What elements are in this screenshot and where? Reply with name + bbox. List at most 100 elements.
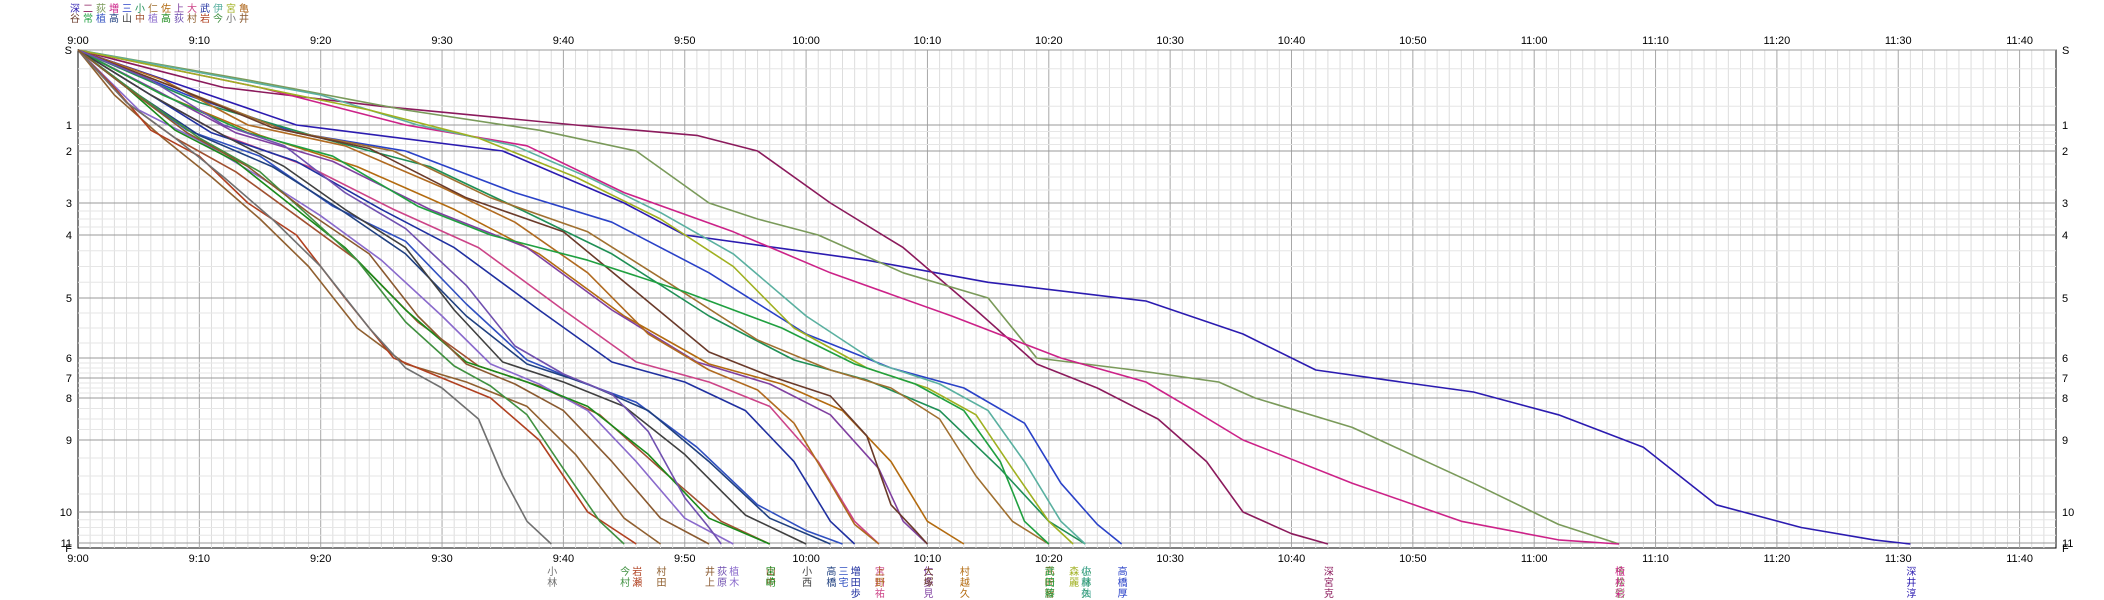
runner-name-top: 仁 <box>148 3 158 15</box>
runner-name-bottom: 彩 <box>1615 588 1625 600</box>
runner-name-bottom: 林 <box>1081 576 1091 589</box>
station-label-left: 3 <box>66 198 72 210</box>
runner-name-bottom: 宅 <box>839 576 849 589</box>
runner-name-bottom: 塚 <box>923 577 933 589</box>
time-tick-bottom: 10:30 <box>1156 553 1184 565</box>
runner-names: 深深井淳二深宮克荻今井信増植松彩三高橋厚小小林久正仁高崎智佐村越久正上仁多見大宮… <box>70 2 1916 600</box>
plot-frame <box>77 49 2057 549</box>
runner-name-bottom: 高 <box>1118 565 1128 578</box>
runner-name-bottom: 植 <box>729 565 739 578</box>
time-tick-top: 11:10 <box>1642 35 1669 47</box>
station-label-left: 11 <box>61 538 72 550</box>
time-tick-top: 10:50 <box>1399 35 1427 47</box>
series-line <box>77 49 1911 545</box>
runner-name-bottom: 井 <box>1906 576 1916 589</box>
runner-name-bottom: 井 <box>1615 576 1625 589</box>
time-tick-top: 10:40 <box>1278 35 1306 47</box>
station-label-right: 3 <box>2062 198 2068 210</box>
runner-name-bottom: 歩 <box>851 587 861 600</box>
runner-name-top: 深 <box>70 3 80 15</box>
runner-name-top: 井 <box>239 12 249 25</box>
time-tick-bottom: 10:00 <box>792 553 820 565</box>
station-label-left: 2 <box>66 146 72 158</box>
time-tick-top: 9:10 <box>189 35 210 47</box>
runner-name-top: 荻 <box>174 13 184 25</box>
series-line <box>77 49 734 545</box>
runner-name-bottom: 厚 <box>1118 588 1128 600</box>
runner-name-top: 岩 <box>200 12 210 25</box>
time-tick-top: 10:20 <box>1035 35 1063 47</box>
runner-name-bottom: 佐 <box>1081 566 1091 578</box>
station-label-right: F <box>2062 543 2069 555</box>
runner-name-bottom: 村 <box>620 576 630 589</box>
station-label-left: F <box>65 543 72 555</box>
runner-name-bottom: 崎 <box>766 576 776 589</box>
runner-name-top: 佐 <box>161 3 171 15</box>
time-tick-top: 9:50 <box>674 35 695 47</box>
runner-name-bottom: 崎 <box>1045 576 1055 589</box>
runner-name-top: 荻 <box>96 3 106 15</box>
runner-name-bottom: 田 <box>1045 578 1055 589</box>
series-line <box>77 49 625 545</box>
time-tick-top: 11:00 <box>1521 35 1548 47</box>
runner-name-top: 植 <box>96 12 106 25</box>
runner-name-bottom: 柚 <box>1081 587 1091 600</box>
runner-name-bottom: 多 <box>923 576 933 589</box>
runner-name-top: 常 <box>83 12 93 25</box>
time-tick-bottom: 11:10 <box>1642 553 1669 565</box>
time-tick-top: 9:30 <box>431 35 452 47</box>
runner-name-bottom: 深 <box>1906 566 1916 578</box>
time-tick-top: 10:10 <box>914 35 942 47</box>
runner-name-bottom: 今 <box>620 565 630 578</box>
series-line <box>77 49 710 545</box>
time-tick-bottom: 11:00 <box>1521 553 1548 565</box>
runner-name-bottom: 高 <box>826 565 836 578</box>
runner-name-bottom: 上 <box>875 566 885 578</box>
runner-name-bottom: 武 <box>1045 565 1055 578</box>
series-line <box>77 49 1620 545</box>
runner-name-bottom: 橋 <box>1118 576 1128 589</box>
time-tick-bottom: 10:20 <box>1035 553 1063 565</box>
station-label-right: 5 <box>2062 293 2068 305</box>
station-label-right: 11 <box>2062 538 2073 550</box>
runner-name-bottom: 村 <box>656 565 666 578</box>
runner-name-bottom: 森 <box>1069 565 1079 578</box>
series-line <box>77 49 1086 545</box>
runner-name-bottom: 藤 <box>1081 577 1091 589</box>
runner-name-bottom: 見 <box>923 588 933 600</box>
runner-name-top: 大 <box>187 2 197 15</box>
runner-name-top: 二 <box>83 4 93 15</box>
time-tick-bottom: 10:10 <box>914 553 942 565</box>
runner-name-bottom: 木 <box>729 577 739 589</box>
station-label-left: 9 <box>66 435 72 447</box>
series-line <box>77 49 1074 545</box>
runner-name-bottom: 西 <box>802 578 812 589</box>
runner-name-bottom: 荻 <box>717 566 727 578</box>
grid <box>77 49 2057 549</box>
runner-name-bottom: 宮 <box>875 565 885 578</box>
time-tick-top: 9:40 <box>553 35 574 47</box>
time-tick-top: 11:40 <box>2006 35 2033 47</box>
series-line <box>77 49 722 545</box>
time-tick-bottom: 10:50 <box>1399 553 1427 565</box>
runner-name-bottom: 祐 <box>875 587 885 600</box>
runner-name-top: 増 <box>109 2 119 15</box>
runner-name-bottom: 井 <box>705 565 715 578</box>
runner-name-bottom: 智 <box>1045 587 1055 600</box>
time-tick-bottom: 11:20 <box>1764 553 1791 565</box>
station-label-left: 6 <box>66 353 72 365</box>
time-tick-bottom: 9:50 <box>674 553 695 565</box>
runner-name-bottom: 高 <box>1045 565 1055 578</box>
runner-name-bottom: 川 <box>875 578 885 589</box>
station-label-right: 4 <box>2062 230 2068 242</box>
runner-name-top: 高 <box>109 12 119 25</box>
runner-name-bottom: 今 <box>1615 565 1625 578</box>
time-tick-top: 10:30 <box>1156 35 1184 47</box>
series-line <box>77 49 661 545</box>
series-line <box>77 49 880 545</box>
station-label-left: 7 <box>66 373 72 385</box>
station-label-right: 8 <box>2062 393 2068 405</box>
runner-name-top: 宮 <box>226 2 236 15</box>
station-label-left: 5 <box>66 293 72 305</box>
